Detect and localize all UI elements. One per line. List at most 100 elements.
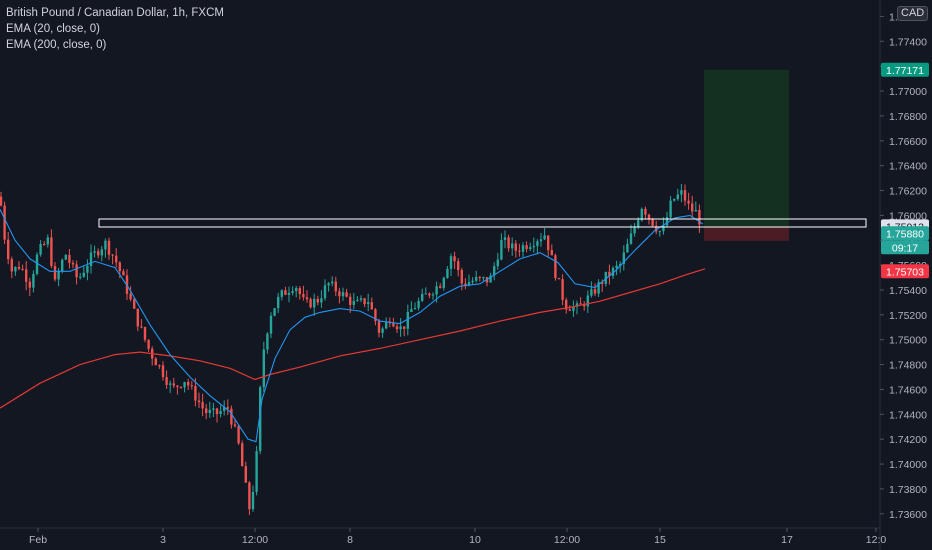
candle-body <box>521 245 525 252</box>
candle-body <box>100 249 103 256</box>
candle-body <box>367 302 370 305</box>
time-tick-label: 12:0 <box>866 534 887 546</box>
candle-body <box>129 293 132 300</box>
candle-body <box>428 293 431 296</box>
candle-body <box>626 243 629 253</box>
candle-body <box>122 271 125 276</box>
countdown-badge-text: 09:17 <box>892 242 918 254</box>
candle-body <box>608 271 611 276</box>
candle-body <box>309 299 312 308</box>
candle-body <box>269 315 273 334</box>
time-axis[interactable]: Feb 3 12:00 8 10 12:00 15 17 12:0 <box>29 528 886 546</box>
candle-body <box>568 309 571 311</box>
candle-body <box>28 281 31 288</box>
price-tick-label: 1.74600 <box>889 384 927 396</box>
currency-badge[interactable]: CAD <box>897 6 929 21</box>
candle-body <box>532 246 535 248</box>
candle-body <box>190 385 193 387</box>
candle-body <box>277 296 280 309</box>
candle-body <box>680 190 683 195</box>
candle-body <box>93 251 96 253</box>
candle-body <box>82 272 85 277</box>
candle-body <box>302 293 305 298</box>
candle-body <box>287 292 291 295</box>
candle-body <box>97 251 100 256</box>
candle-body <box>158 365 161 367</box>
candle-body <box>86 266 89 273</box>
candle-body <box>46 237 49 245</box>
candle-body <box>575 303 579 307</box>
candle-body <box>478 276 481 278</box>
candle-body <box>237 426 240 444</box>
candle-body <box>323 285 327 299</box>
candles <box>0 184 701 515</box>
resistance-box[interactable] <box>98 218 867 228</box>
candle-body <box>417 300 420 308</box>
candle-body <box>385 321 388 329</box>
candle-body <box>543 235 546 240</box>
candle-body <box>298 288 301 294</box>
price-tick-label: 1.74800 <box>889 360 927 372</box>
symbol-title[interactable]: British Pound / Canadian Dollar, 1h, FXC… <box>6 7 224 19</box>
ema20-legend[interactable]: EMA (20, close, 0) <box>6 23 100 35</box>
candle-body <box>597 282 600 294</box>
candle-body <box>259 387 262 452</box>
candle-body <box>475 276 478 281</box>
candle-body <box>579 303 582 305</box>
candle-body <box>223 407 226 412</box>
candle-body <box>7 239 10 260</box>
chart-legend: British Pound / Canadian Dollar, 1h, FXC… <box>6 5 224 53</box>
candle-body <box>565 299 568 310</box>
candle-body <box>233 424 237 427</box>
candle-body <box>550 250 553 256</box>
candle-body <box>507 237 510 249</box>
candle-body <box>43 244 46 246</box>
candle-body <box>493 266 496 276</box>
candle-body <box>511 243 514 249</box>
target-price-badge-text: 1.77171 <box>886 65 924 77</box>
candle-body <box>316 298 319 303</box>
candle-body <box>683 190 687 201</box>
candle-body <box>557 278 561 280</box>
ema200-line <box>0 268 706 409</box>
candle-body <box>399 326 402 330</box>
ema20-line <box>0 208 704 443</box>
candle-body <box>215 408 219 415</box>
candle-body <box>79 276 82 278</box>
price-tick-label: 1.74000 <box>889 459 927 471</box>
countdown-badge: 09:17 <box>881 240 929 255</box>
candle-body <box>338 291 341 297</box>
candle-body <box>111 254 114 256</box>
candle-body <box>179 386 183 388</box>
stop-price-badge: 1.75703 <box>881 264 929 279</box>
candle-body <box>359 298 363 300</box>
position-zones[interactable] <box>704 69 789 241</box>
candle-body <box>449 256 453 269</box>
candle-body <box>640 208 643 221</box>
candle-body <box>622 252 625 264</box>
candle-body <box>147 339 150 349</box>
time-tick-label: 12:00 <box>242 534 268 546</box>
candle-body <box>651 218 654 226</box>
candle-body <box>460 270 463 284</box>
countdown-badge-bg <box>881 240 929 255</box>
candle-body <box>35 254 39 275</box>
candle-body <box>662 225 665 232</box>
ema200-legend[interactable]: EMA (200, close, 0) <box>6 39 107 51</box>
candle-body <box>226 407 229 409</box>
candle-body <box>604 271 607 284</box>
candle-body <box>496 259 499 267</box>
candle-body <box>583 304 586 307</box>
candle-body <box>241 443 244 467</box>
candle-body <box>395 326 399 330</box>
candle-body <box>464 283 467 286</box>
time-tick-label: 12:00 <box>554 534 580 546</box>
candle-body <box>284 290 287 295</box>
price-tick-label: 1.76400 <box>889 161 927 173</box>
price-tick-label: 1.75400 <box>889 285 927 297</box>
candle-body <box>500 239 503 260</box>
candle-body <box>154 358 157 366</box>
candle-body <box>356 299 359 302</box>
